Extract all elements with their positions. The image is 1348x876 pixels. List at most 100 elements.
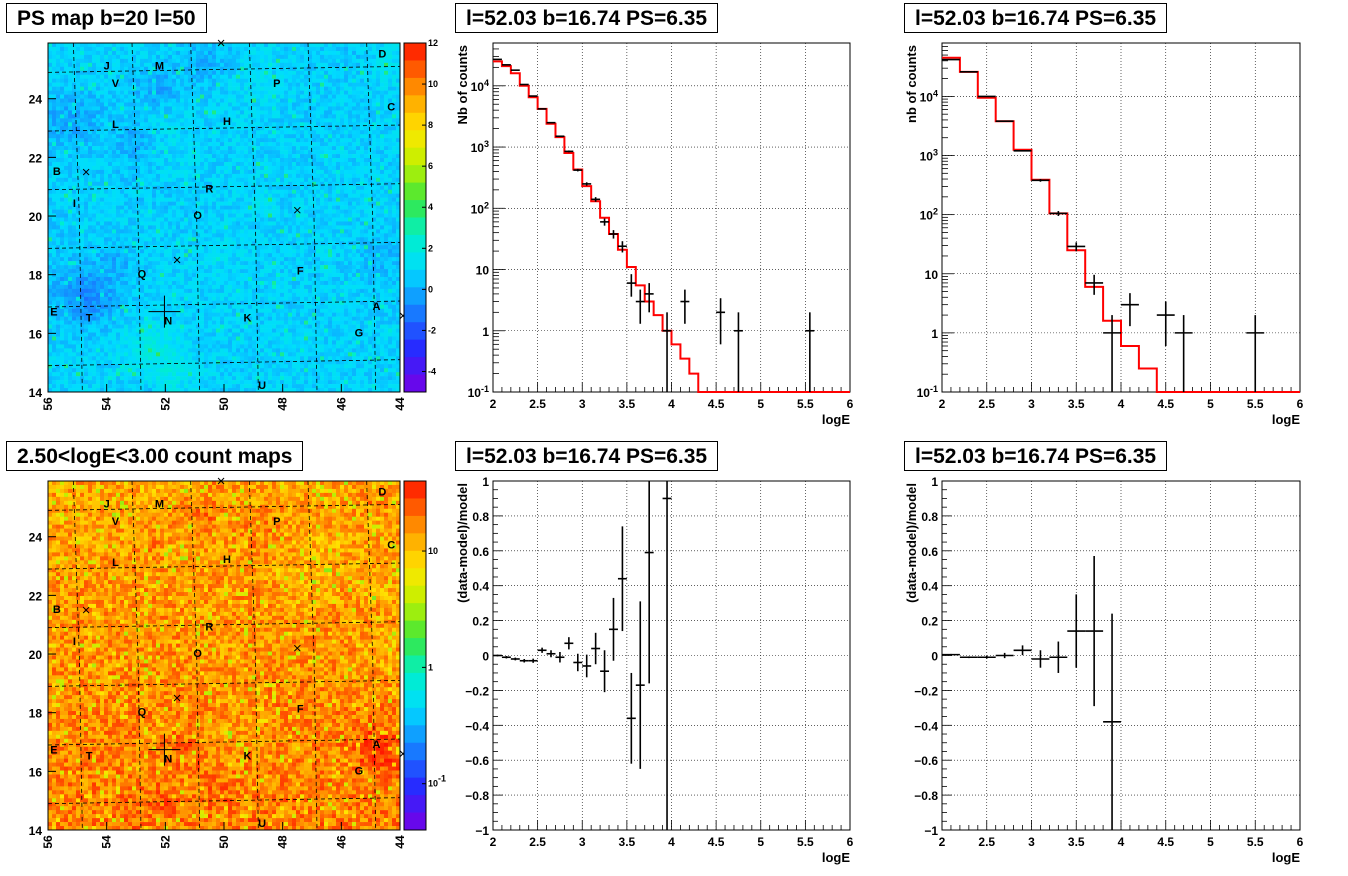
- y-tick-label: 102: [471, 200, 489, 216]
- y-tick-label: −1: [924, 824, 938, 838]
- map-x-tick-label: 56: [41, 397, 55, 411]
- data-point: [609, 597, 618, 661]
- colorbar-tick-label: 12: [428, 38, 438, 48]
- map-cells: [48, 43, 401, 393]
- x-tick-label: 2: [939, 397, 946, 411]
- y-tick-label: 10: [476, 264, 490, 278]
- data-point: [733, 312, 743, 392]
- y-tick-label: 104: [471, 78, 489, 94]
- data-point: [1049, 211, 1068, 216]
- data-point: [1013, 645, 1032, 656]
- y-tick-label: 1: [931, 475, 938, 489]
- residual-title-1: l=52.03 b=16.74 PS=6.35: [455, 441, 719, 471]
- residual-pad-2: 2 2.5 3 3.5 4 4.5 5 5.5 6 −1 −0.8 −0.6 −0.4 −0.2 0 0.2 0…: [898, 438, 1348, 876]
- y-tick-label: −0.6: [465, 754, 489, 768]
- map-x-tick-label: 54: [100, 835, 114, 849]
- source-label: O: [193, 210, 202, 222]
- map-y-tick-label: 22: [29, 151, 43, 165]
- map-y-tick-label: 18: [29, 269, 43, 283]
- source-label: K: [243, 313, 251, 325]
- data-point: [537, 647, 547, 653]
- source-label: N: [164, 754, 172, 766]
- map-coord-grid: [47, 480, 401, 831]
- y-tick-label: 0.4: [921, 580, 938, 594]
- data-point: [1031, 650, 1050, 668]
- colorbar-tick-label: 10-1: [428, 774, 446, 789]
- source-label: C: [387, 101, 395, 113]
- x-tick-label: 2.5: [529, 397, 546, 411]
- y-tick-label: −1: [475, 824, 489, 838]
- source-label: T: [86, 751, 93, 763]
- map-y-tick-label: 20: [29, 210, 43, 224]
- data-point: [617, 526, 627, 632]
- data-point: [600, 650, 610, 693]
- map-y-tick-label: 22: [29, 589, 43, 603]
- y-tick-label: 0: [931, 650, 938, 664]
- data-point: [805, 312, 815, 392]
- source-label: F: [297, 704, 304, 716]
- source-label: J: [104, 498, 110, 510]
- y-tick-label: 0.6: [921, 545, 938, 559]
- source-label: V: [112, 516, 120, 528]
- y-tick-label: 0.8: [921, 510, 938, 524]
- data-point: [600, 218, 610, 226]
- source-label: P: [273, 516, 280, 528]
- x-tick-label: 3: [1028, 835, 1035, 849]
- x-marker: [173, 256, 181, 264]
- x-tick-label: 4.5: [1157, 835, 1174, 849]
- source-label: I: [73, 636, 76, 648]
- y-tick-label: 0.4: [472, 580, 489, 594]
- y-tick-label: 0.6: [472, 545, 489, 559]
- colorbar: [404, 481, 426, 831]
- residual-plot-2: 2 2.5 3 3.5 4 4.5 5 5.5 6 −1 −0.8 −0.6 −0.4 −0.2 0 0.2 0…: [904, 475, 1304, 865]
- source-label: E: [50, 307, 57, 319]
- source-label: R: [205, 622, 213, 634]
- x-tick-label: 4.5: [708, 397, 725, 411]
- residual-pad-1: 2 2.5 3 3.5 4 4.5 5 5.5 6 −1 −0.8 −0.6 −0.4 −0.2 0 0.2 0…: [449, 438, 898, 876]
- spectrum-title-2: l=52.03 b=16.74 PS=6.35: [904, 3, 1168, 33]
- source-label: I: [73, 198, 76, 210]
- colorbar-tick-label: 1: [428, 662, 433, 672]
- x-tick-label: 4: [668, 835, 675, 849]
- residual-title-2: l=52.03 b=16.74 PS=6.35: [904, 441, 1168, 471]
- y-tick-label: 103: [920, 148, 938, 164]
- source-label: V: [112, 78, 120, 90]
- map-x-tick-label: 54: [100, 397, 114, 411]
- data-point: [582, 654, 592, 678]
- source-label: C: [387, 539, 395, 551]
- x-tick-label: 3.5: [1068, 397, 1085, 411]
- spectrum-title-1: l=52.03 b=16.74 PS=6.35: [455, 3, 719, 33]
- ps-map-pad: 56 54 52 50 48 46 44 14 16 18 20 22 24 J M D V P C L H B R I O Q F…: [0, 0, 440, 430]
- source-label: A: [373, 739, 381, 751]
- x-marker: [217, 477, 225, 485]
- x-tick-label: 2: [939, 835, 946, 849]
- x-tick-label: 3: [1028, 397, 1035, 411]
- data-point: [1031, 179, 1050, 182]
- x-tick-label: 4.5: [708, 835, 725, 849]
- map-y-tick-label: 24: [29, 93, 43, 107]
- source-label: G: [355, 765, 364, 777]
- colorbar-tick-label: 10: [428, 79, 438, 89]
- map-x-tick-label: 56: [41, 835, 55, 849]
- source-label: O: [193, 648, 202, 660]
- x-tick-label: 3.5: [1068, 835, 1085, 849]
- x-marker: [173, 694, 181, 702]
- y-tick-label: −0.4: [914, 719, 938, 733]
- y-tick-label: 1: [482, 475, 489, 489]
- x-tick-label: 6: [847, 397, 854, 411]
- y-tick-label: 10-1: [468, 384, 489, 400]
- data-point: [1067, 242, 1086, 252]
- source-label: H: [223, 554, 231, 566]
- data-point: [546, 650, 556, 658]
- data-point: [1103, 315, 1121, 392]
- source-label: F: [297, 266, 304, 278]
- y-axis-label: (data-model)/model: [455, 483, 470, 603]
- colorbar-frame: [403, 480, 427, 831]
- candidate-cross: [148, 733, 181, 766]
- plot-grid: [493, 481, 850, 830]
- data-point: [662, 312, 672, 392]
- x-axis-label: logE: [822, 412, 850, 427]
- plot-grid: [493, 43, 850, 392]
- x-tick-label: 2.5: [978, 397, 995, 411]
